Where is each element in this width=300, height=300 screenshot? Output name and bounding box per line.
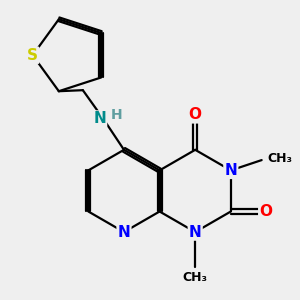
Text: H: H — [111, 108, 122, 122]
Text: CH₃: CH₃ — [183, 271, 208, 284]
Text: N: N — [224, 163, 237, 178]
Text: N: N — [93, 112, 106, 127]
Text: N: N — [189, 225, 202, 240]
Text: CH₃: CH₃ — [267, 152, 292, 165]
Text: N: N — [118, 225, 130, 240]
Text: O: O — [189, 107, 202, 122]
Text: O: O — [259, 204, 272, 219]
Text: S: S — [27, 48, 38, 63]
